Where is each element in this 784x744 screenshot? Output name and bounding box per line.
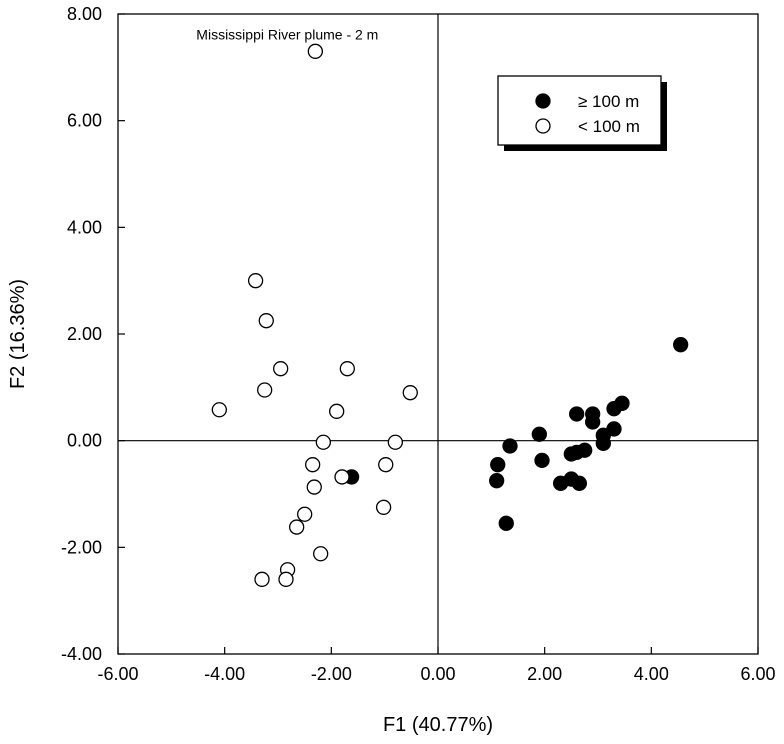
- legend-marker-filled: [535, 93, 551, 109]
- x-tick-label: 6.00: [740, 664, 775, 684]
- data-point-deep: [489, 473, 505, 489]
- legend-box: [497, 75, 662, 146]
- y-tick-label: 8.00: [67, 4, 102, 24]
- data-point-shallow: [339, 361, 355, 377]
- data-points: [211, 43, 689, 587]
- legend-label-shallow: < 100 m: [578, 117, 640, 136]
- data-point-shallow: [254, 571, 270, 587]
- data-point-shallow: [211, 402, 227, 418]
- data-point-deep: [531, 426, 547, 442]
- x-tick-label: 0.00: [420, 664, 455, 684]
- data-point-shallow: [247, 273, 264, 289]
- x-tick-label: -4.00: [204, 664, 245, 684]
- data-point-shallow: [305, 457, 321, 473]
- data-point-shallow: [334, 469, 350, 485]
- x-tick-label: 4.00: [634, 664, 669, 684]
- y-tick-label: 6.00: [67, 111, 102, 131]
- data-point-deep: [673, 337, 689, 353]
- data-point-shallow: [378, 457, 394, 473]
- y-axis-ticks: -4.00 -2.00 0.00 2.00 4.00 6.00 8.00: [61, 4, 125, 664]
- annotation-label: Mississippi River plume - 2 m: [196, 26, 378, 42]
- data-point-deep: [569, 406, 585, 422]
- x-axis-title: F1 (40.77%): [383, 714, 493, 736]
- data-point-deep: [498, 515, 514, 531]
- x-axis-ticks: -6.00 -4.00 -2.00 0.00 2.00 4.00 6.00: [97, 647, 776, 684]
- data-point-deep: [585, 414, 601, 430]
- legend-marker-open: [535, 118, 551, 134]
- data-point-shallow: [273, 361, 289, 377]
- data-point-deep: [502, 438, 518, 454]
- data-point-deep: [606, 401, 622, 417]
- data-point-deep: [595, 435, 611, 451]
- data-point-shallow: [306, 479, 322, 495]
- data-point-shallow: [313, 546, 329, 562]
- y-tick-label: -4.00: [61, 644, 102, 664]
- data-point-deep: [490, 457, 506, 473]
- data-point-deep: [534, 452, 550, 469]
- data-point-shallow: [375, 499, 392, 515]
- data-point-deep: [563, 446, 579, 462]
- y-tick-label: 0.00: [67, 431, 102, 451]
- data-point-shallow: [387, 434, 403, 450]
- legend: ≥ 100 m < 100 m: [497, 75, 667, 151]
- data-point-deep: [571, 475, 587, 491]
- data-point-shallow: [402, 385, 418, 401]
- legend-label-deep: ≥ 100 m: [578, 92, 639, 111]
- data-point-shallow: [257, 382, 273, 398]
- x-tick-label: -6.00: [97, 664, 138, 684]
- data-point-shallow: [307, 43, 323, 59]
- data-point-shallow: [258, 313, 274, 329]
- data-point-shallow: [278, 571, 294, 587]
- x-tick-label: -2.00: [311, 664, 352, 684]
- y-tick-label: 2.00: [67, 324, 102, 344]
- y-tick-label: 4.00: [67, 217, 102, 237]
- data-point-shallow: [315, 434, 331, 450]
- data-point-deep: [553, 475, 569, 491]
- y-axis-title: F2 (16.36%): [7, 279, 29, 389]
- y-tick-label: -2.00: [61, 537, 102, 557]
- data-point-shallow: [297, 506, 313, 522]
- data-point-shallow: [289, 519, 305, 535]
- x-tick-label: 2.00: [527, 664, 562, 684]
- data-point-shallow: [329, 403, 345, 419]
